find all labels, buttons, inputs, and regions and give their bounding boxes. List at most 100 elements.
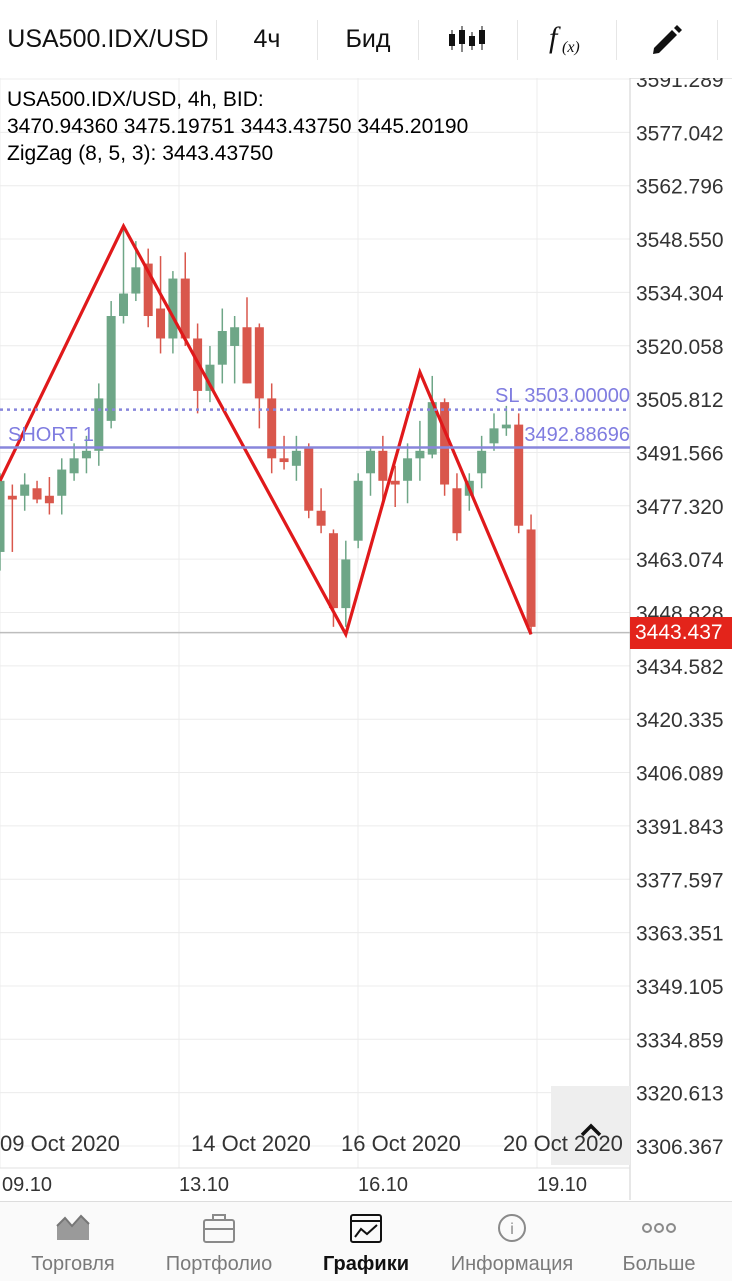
chart-type-button[interactable] (419, 0, 517, 78)
candle-up (69, 458, 79, 474)
y-tick-label: 3577.042 (636, 122, 724, 145)
candle-down (514, 424, 524, 526)
candle-up (106, 316, 116, 421)
info-zigzag-line: ZigZag (8, 5, 3): 3443.43750 (7, 142, 274, 165)
y-tick-label: 3406.089 (636, 763, 724, 786)
candle-up (131, 267, 141, 294)
x-label-short: 16.10 (358, 1174, 409, 1196)
price-type-selector[interactable]: Бид (318, 0, 418, 78)
function-icon: f (x) (549, 21, 580, 56)
candlestick-icon (449, 26, 485, 52)
y-tick-label: 3334.859 (636, 1029, 724, 1052)
candle-up (427, 402, 437, 455)
y-tick-label: 3534.304 (636, 282, 724, 305)
candle-up (205, 364, 215, 391)
candle-down (242, 327, 252, 384)
info-ohlc-line: 3470.94360 3475.19751 3443.43750 3445.20… (7, 115, 469, 138)
y-tick-label: 3377.597 (636, 869, 724, 892)
y-tick-label: 3548.550 (636, 229, 724, 252)
candle-down (44, 495, 54, 504)
y-tick-label: 3477.320 (636, 496, 724, 519)
candle-down (267, 398, 277, 459)
nav-label: Информация (450, 1253, 574, 1275)
svg-text:f: f (549, 21, 561, 54)
trading-chart-icon (56, 1214, 90, 1240)
nav-label: Портфолио (165, 1253, 273, 1275)
pencil-icon (653, 25, 682, 54)
nav-charts[interactable]: Графики (293, 1202, 439, 1281)
price-chart[interactable]: 3591.289 3577.042 3562.796 3548.550 3534.304… (0, 78, 732, 1200)
candle-up (477, 450, 487, 474)
y-tick-label: 3420.335 (636, 709, 724, 732)
info-symbol-line: USA500.IDX/USD, 4h, BID: (7, 88, 264, 111)
candle-up (57, 469, 67, 496)
stop-loss-label[interactable]: SL 3503.00000 (495, 384, 630, 407)
y-tick-label: 3491.566 (636, 442, 724, 465)
timeframe-label: 4ч (253, 24, 281, 53)
y-tick-label: 3463.074 (636, 549, 724, 572)
y-tick-label: 3520.058 (636, 336, 724, 359)
current-price-tag: 3443.437 (630, 616, 732, 649)
candle-up (168, 278, 178, 339)
candle-down (180, 278, 190, 339)
y-tick-label: 3391.843 (636, 816, 724, 839)
price-type-label: Бид (345, 24, 391, 53)
timeframe-selector[interactable]: 4ч (217, 0, 317, 78)
nav-label: Больше (622, 1253, 696, 1275)
candle-down (156, 308, 166, 339)
y-tick-label: 3306.367 (636, 1136, 724, 1159)
y-tick-label: 3505.812 (636, 389, 724, 412)
y-tick-label: 3349.105 (636, 976, 724, 999)
drawing-tools-button[interactable] (617, 0, 717, 78)
candle-up (291, 450, 301, 466)
info-icon: i (498, 1214, 526, 1242)
candle-down (440, 402, 450, 485)
x-label-date: 09 Oct 2020 (0, 1131, 120, 1156)
ohlc-info: USA500.IDX/USD, 4h, BID: 3470.94360 3475… (7, 86, 468, 167)
candle-up (341, 559, 351, 609)
candle-up (0, 480, 5, 552)
candle-down (452, 488, 462, 534)
candle-down (254, 327, 264, 399)
candle-up (489, 428, 499, 444)
x-label-date: 14 Oct 2020 (191, 1131, 311, 1156)
candle-down (279, 458, 289, 463)
nav-trading[interactable]: Торговля (0, 1202, 146, 1281)
x-label-date: 20 Oct 2020 (503, 1131, 623, 1156)
briefcase-icon (203, 1214, 235, 1243)
nav-information[interactable]: i Информация (439, 1202, 585, 1281)
chart-toolbar: USA500.IDX/USD 4ч Бид f (x) (0, 0, 732, 79)
x-label-short: 13.10 (179, 1174, 230, 1196)
y-tick-label: 3320.613 (636, 1083, 724, 1106)
candle-up (81, 450, 91, 459)
indicators-button[interactable]: f (x) (518, 0, 616, 78)
short-order-price: 3492.88696 (524, 423, 630, 446)
candle-down (390, 480, 400, 485)
candle-down (328, 533, 338, 609)
chevron-up-icon (580, 1123, 601, 1137)
scroll-to-latest-button[interactable] (551, 1086, 630, 1165)
candle-up (366, 450, 375, 474)
nav-label: Торговля (31, 1253, 115, 1275)
y-tick-label: 3591.289 (636, 78, 724, 92)
zigzag-line (0, 222, 533, 639)
short-order-label[interactable]: SHORT 1 (8, 423, 94, 446)
candle-down (526, 529, 536, 627)
svg-text:(x): (x) (562, 39, 580, 56)
candle-up (217, 330, 227, 365)
candle-up (20, 484, 30, 496)
nav-more[interactable]: Больше (586, 1202, 732, 1281)
x-label-short: 09.10 (2, 1174, 53, 1196)
symbol-selector[interactable]: USA500.IDX/USD (0, 0, 216, 78)
candle-up (353, 480, 363, 541)
symbol-label: USA500.IDX/USD (7, 24, 209, 53)
more-dots-icon (642, 1223, 676, 1233)
nav-portfolio[interactable]: Портфолио (146, 1202, 292, 1281)
candle-up (94, 398, 104, 451)
candle-down (32, 488, 42, 500)
candle-up (501, 424, 511, 429)
candle-down (143, 263, 153, 317)
y-tick-label: 3562.796 (636, 176, 724, 199)
candle-up (119, 293, 128, 317)
x-label-short: 19.10 (537, 1174, 588, 1196)
